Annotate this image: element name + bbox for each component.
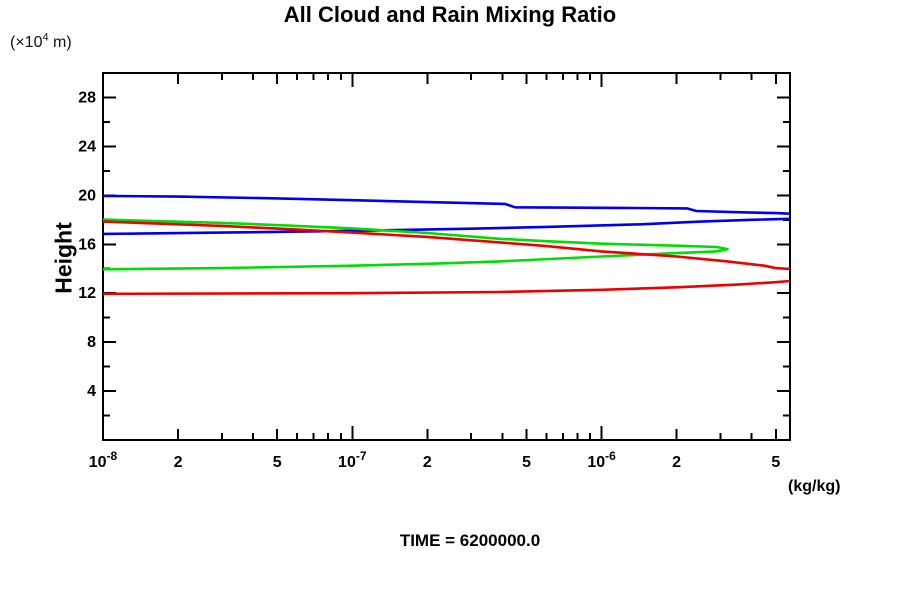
y-axis-units-label: (×104 m) [10, 31, 72, 52]
curve-blue-profile [103, 194, 790, 236]
y-tick-label: 16 [78, 236, 96, 253]
y-units-superscript: 4 [42, 31, 49, 44]
x-tick-label: 2 [672, 454, 681, 471]
curve-red-profile [103, 220, 790, 296]
series-curves [103, 194, 790, 296]
y-tick-label: 20 [78, 187, 96, 204]
x-tick-label: 10-7 [338, 449, 367, 471]
y-units-pre: (×10 [10, 34, 43, 51]
y-tick-label: 28 [78, 89, 96, 106]
y-tick-label: 8 [87, 334, 96, 351]
x-tick-label: 2 [174, 454, 183, 471]
y-axis-title: Height [50, 222, 77, 294]
y-tick-label: 4 [87, 383, 96, 400]
y-units-post: m) [48, 34, 72, 51]
x-tick-label: 5 [273, 454, 282, 471]
page-title: All Cloud and Rain Mixing Ratio [283, 2, 617, 27]
x-tick-labels: 10-8 2 5 10-7 2 5 10-6 2 5 [89, 449, 781, 471]
x-axis-units-label: (kg/kg) [788, 478, 841, 495]
x-tick-label: 10-8 [89, 449, 118, 471]
x-tick-label: 5 [522, 454, 531, 471]
curve-green-profile [103, 218, 729, 271]
y-tick-labels: 4 8 12 16 20 24 28 [78, 89, 96, 400]
y-tick-label: 24 [78, 138, 96, 155]
axis-box [102, 72, 791, 441]
time-annotation: TIME = 6200000.0 [399, 531, 541, 550]
x-tick-label: 2 [423, 454, 432, 471]
x-tick-label: 10-6 [587, 449, 616, 471]
x-tick-label: 5 [771, 454, 780, 471]
y-tick-label: 12 [78, 285, 96, 302]
